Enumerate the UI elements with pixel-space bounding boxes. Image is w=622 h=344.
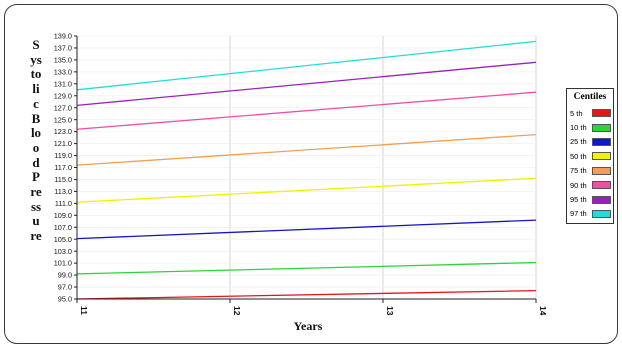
y-tick-label: 117.0 (54, 163, 72, 172)
legend-rows: 5 th 10 th 25 th 50 th 75 th 90 th 95 th 97 th (567, 106, 613, 221)
series-line-95th (76, 61, 537, 106)
series-line-75th (76, 133, 537, 166)
y-tick-label: 105.0 (54, 235, 72, 244)
legend-item-label: 50 th (570, 151, 587, 161)
legend-item-label: 95 th (570, 195, 587, 205)
x-tick-label: 11 (79, 306, 89, 315)
legend: Centiles 5 th 10 th 25 th 50 th 75 th 90 th 95… (566, 88, 614, 224)
y-tick-label: 129.0 (54, 91, 72, 100)
y-tick-label: 107.0 (54, 223, 72, 232)
y-tick-label: 127.0 (54, 103, 72, 112)
y-tick-label: 97.0 (58, 283, 72, 292)
x-tick-label: 14 (538, 306, 548, 316)
y-tick-label: 123.0 (54, 127, 72, 136)
y-tick-label: 121.0 (54, 139, 72, 148)
legend-swatch (592, 166, 611, 175)
axis-layer: 11 12 13 14 95.0 97.0 99.0 101.0 103.0 105.0 107.0… (54, 32, 548, 316)
legend-item: 25 th (567, 135, 613, 149)
y-tick-label: 113.0 (54, 187, 72, 196)
legend-swatch (592, 181, 611, 190)
legend-swatch (592, 195, 611, 204)
y-tick-label: 101.0 (54, 259, 72, 268)
y-tick-label: 137.0 (54, 44, 72, 53)
series-line-5th (76, 289, 537, 300)
y-tick-label: 119.0 (54, 151, 72, 160)
y-tick-label: 109.0 (54, 211, 72, 220)
legend-swatch (592, 137, 611, 146)
legend-swatch (592, 109, 611, 118)
legend-item: 5 th (567, 106, 613, 120)
series-layer (76, 40, 537, 300)
legend-item: 75 th (567, 164, 613, 178)
legend-swatch (592, 152, 611, 161)
y-tick-label: 95.0 (58, 295, 72, 304)
y-tick-label: 115.0 (54, 175, 72, 184)
y-tick-label: 125.0 (54, 115, 72, 124)
y-tick-label: 131.0 (54, 79, 72, 88)
x-tick-label: 12 (232, 306, 242, 316)
y-tick-label: 103.0 (54, 247, 72, 256)
y-tick-label: 135.0 (54, 56, 72, 65)
legend-item-label: 75 th (570, 166, 587, 176)
legend-item-label: 90 th (570, 180, 587, 190)
chart-svg: 11 12 13 14 95.0 97.0 99.0 101.0 103.0 105.0 107.0… (54, 32, 548, 333)
y-tick-label: 111.0 (55, 199, 72, 208)
legend-item: 10 th (567, 120, 613, 134)
legend-item-label: 97 th (570, 209, 587, 219)
legend-item: 50 th (567, 149, 613, 163)
y-tick-label: 139.0 (54, 32, 72, 41)
legend-swatch (592, 123, 611, 132)
legend-title: Centiles (573, 92, 607, 102)
y-axis-label: Systolic Blood Pressure (30, 37, 42, 244)
y-tick-label: 133.0 (54, 67, 72, 76)
legend-swatch (592, 209, 611, 218)
series-line-97th (76, 40, 537, 91)
series-line-50th (76, 177, 537, 203)
legend-item-label: 25 th (570, 137, 587, 147)
legend-item: 95 th (567, 192, 613, 206)
legend-item-label: 5 th (570, 108, 583, 118)
legend-item: 97 th (567, 207, 613, 221)
x-axis-label: Years (294, 319, 323, 333)
y-tick-label: 99.0 (58, 271, 72, 280)
series-line-90th (76, 91, 537, 130)
grid-layer (76, 35, 537, 300)
series-line-10th (76, 261, 537, 275)
legend-item: 90 th (567, 178, 613, 192)
legend-item-label: 10 th (570, 123, 587, 133)
series-line-25th (76, 219, 537, 240)
x-tick-label: 13 (385, 306, 395, 316)
